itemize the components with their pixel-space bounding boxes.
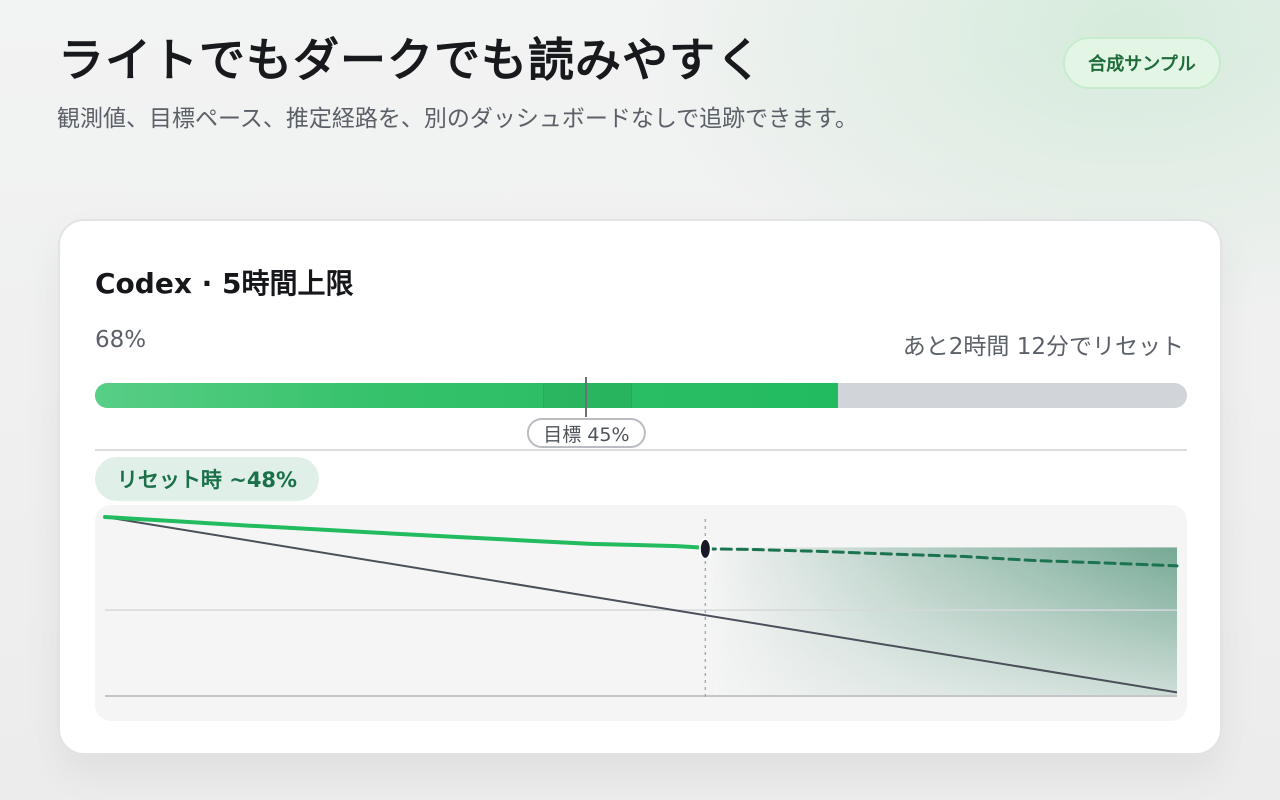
target-band: [542, 383, 633, 408]
current-point-marker: [698, 537, 712, 560]
page-title: ライトでもダークでも読みやすく: [58, 33, 763, 87]
page-subtitle: 観測値、目標ペース、推定経路を、別のダッシュボードなしで追跡できます。: [57, 106, 858, 132]
usage-progress-fill: [95, 383, 838, 408]
target-pace-line: [104, 516, 1178, 694]
card-title: Codex · 5時間上限: [95, 267, 354, 300]
sample-badge[interactable]: 合成サンプル: [1063, 37, 1221, 89]
projection-band: [705, 547, 1177, 696]
target-marker: [585, 377, 588, 417]
usage-chart-svg: [103, 515, 1179, 697]
reset-countdown: あと2時間 12分でリセット: [902, 334, 1184, 360]
observed-line: [103, 515, 708, 551]
usage-progress-bar: [95, 383, 1187, 408]
usage-chart: [95, 505, 1187, 721]
divider: [95, 449, 1187, 451]
forecast-badge: リセット時 ~48%: [95, 457, 319, 501]
usage-card: Codex · 5時間上限 68% あと2時間 12分でリセット 目標 45% …: [58, 219, 1222, 755]
target-label: 目標 45%: [527, 418, 646, 448]
projection-line: [703, 547, 1179, 568]
usage-percent: 68%: [95, 327, 147, 353]
